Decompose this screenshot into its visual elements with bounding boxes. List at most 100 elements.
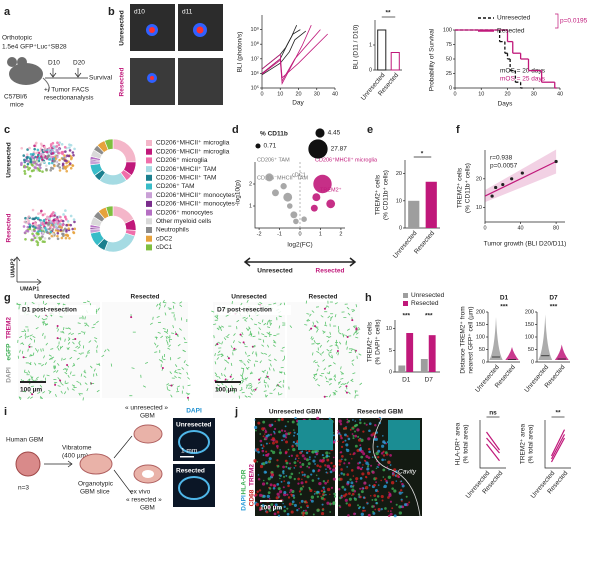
cell-stroke [358,353,362,356]
umap-dot [31,229,34,232]
trem2-cell [31,393,34,396]
umap-dot [32,225,35,228]
text: Orthotopic [2,35,33,42]
paired-line [550,437,566,463]
stain-dot [273,427,277,431]
slice-outline [178,430,210,454]
cell-stroke [275,383,278,387]
legend-label: CD206⁺MHCII⁺ TAM [156,166,216,173]
umap-dot [60,236,64,240]
stain-dot [351,488,355,492]
text: 1.5e4 GFP⁺Luc⁺SB28 [2,44,67,51]
umap-dot [58,169,62,172]
cell-stroke [330,317,332,321]
cell-stroke [261,319,264,323]
cell-stroke [158,306,161,310]
stain-dot [268,497,271,500]
stain-dot [377,455,380,459]
cell-stroke [328,378,332,380]
cell-stroke [243,363,246,366]
cell-stroke [249,330,252,334]
cell-stroke [183,337,186,341]
cell-stroke [220,353,224,356]
stain-dot [320,511,325,516]
stain-dot [332,456,335,459]
umap-dot [29,157,32,161]
y-tick-label: 5 [389,348,392,354]
stain-dot [377,507,381,511]
umap-dot [69,166,73,170]
cell-stroke [231,377,235,381]
cell-stroke [27,348,29,352]
stain-dot [382,440,386,444]
significance: *** [500,304,508,311]
stain-dot [287,481,291,485]
cell-stroke [334,314,337,318]
cell-stroke [64,338,66,342]
stain-dot [385,481,389,484]
stain-dot [325,454,329,458]
stain-dot [365,501,368,504]
x-tick-label: 0 [260,91,263,97]
image-label: D7 post-resection [217,307,272,314]
stain-dot [356,466,360,470]
umap-dot [67,227,70,230]
stain-dot [277,418,281,422]
stain-dot [388,514,391,517]
y-tick-label: 50 [528,347,534,353]
stain-dot [309,458,311,460]
y-tick-label: 10⁸ [251,41,259,48]
cell-stroke [69,356,73,360]
stain-dot [376,466,378,468]
stain-dot [280,480,283,483]
umap-dot [63,154,66,157]
stain-dot [268,423,272,427]
cell-stroke [359,382,363,386]
stain-dot [349,428,352,431]
cell-stroke [55,393,57,398]
cell-stroke [261,344,265,347]
cell-stroke [63,358,67,361]
stain-dot [358,507,361,510]
bar [390,52,400,71]
x-tick-label: Unresected [523,364,550,394]
text: « unresected » [125,405,168,412]
stain-label: CD68 [249,489,256,506]
stain-dot [275,496,279,500]
umap-dot [69,214,73,218]
stain-dot [300,481,304,485]
stain-dot [358,461,362,464]
umap-dot [48,158,52,161]
stain-dot [316,495,319,498]
scale-label: 100 µm [260,505,282,512]
text: resection [44,95,71,102]
umap-dot [28,225,32,229]
trem2-cell [266,375,269,378]
stain-dot [283,509,287,513]
cell-stroke [167,347,171,350]
trem2-cell [130,316,133,319]
point-label: CD206⁻MHCII⁺ TAM [257,174,309,181]
axis-label: BLI (D11 / D10) [353,25,360,70]
umap-dot [71,164,75,167]
stain-dot [298,472,301,474]
cell-stroke [351,359,355,362]
stain-dot [342,473,346,476]
stain-dot [299,487,303,491]
axis-label: nearest GFP⁺ cell (µm) [468,306,475,373]
axis-line [479,420,506,469]
image-title: Resected GBM [357,409,403,416]
stain-dot [286,507,289,510]
stain-dot [270,449,273,452]
stain-dot [306,504,309,508]
donut-segment [112,138,137,163]
x-tick-label: 80 [553,225,559,231]
y-tick-label: 1 [369,42,372,48]
stain-dot [255,502,260,507]
cell-stroke [97,307,100,311]
cell-stroke [224,359,228,362]
cell-stroke [322,330,326,333]
stain-dot [326,464,331,469]
cell-stroke [250,388,253,392]
cell-stroke [161,355,164,359]
